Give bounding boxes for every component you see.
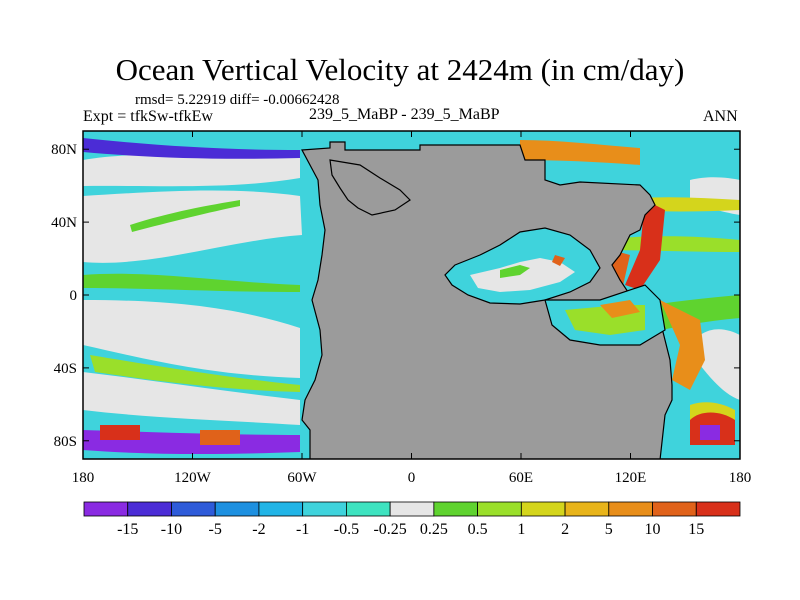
colorbar-swatch [127,501,172,517]
experiment-label: Expt = tfkSw-tfkEw [83,108,213,125]
colorbar-label: -1 [296,521,309,538]
case-label: 239_5_MaBP - 239_5_MaBP [309,106,500,123]
colorbar-swatch [214,501,260,517]
colorbar-label: -15 [117,521,138,538]
lon-tick-label: 120W [174,470,212,486]
colorbar-label: -10 [161,521,182,538]
plot-title: Ocean Vertical Velocity at 2424m (in cm/… [115,52,685,87]
lon-tick-label: 0 [408,470,416,486]
colorbar-label: 2 [561,521,569,538]
lat-tick-label: 80N [51,142,77,158]
colorbar-swatch [258,501,304,517]
colorbar-swatch [302,501,347,517]
southeast-ocean [544,284,666,346]
latitude-axis: 80N 40N 0 40S 80S [51,142,740,450]
colorbar-swatch [433,501,479,517]
colorbar-label: -0.5 [334,521,359,538]
lat-tick-label: 40N [51,215,77,231]
northern-landmass [329,159,411,216]
colorbar-label: -2 [252,521,265,538]
colorbar-swatch [345,501,391,517]
map-panel [83,131,740,459]
lon-tick-label: 180 [729,470,752,486]
colorbar-label: 1 [517,521,525,538]
colorbar-label: 0.5 [468,521,488,538]
colorbar-label: 5 [605,521,613,538]
colorbar-label: -0.25 [373,521,406,538]
season-label: ANN [703,108,738,125]
lon-tick-label: 180 [72,470,95,486]
colorbar-label: 0.25 [420,521,448,538]
longitude-axis: 180 120W 60W 0 60E 120E 180 [72,131,752,486]
lat-tick-label: 80S [54,434,77,450]
colorbar-swatch [389,501,435,517]
colorbar-swatch [171,501,216,517]
colorbar-label: 10 [645,521,661,538]
stats-label: rmsd= 5.22919 diff= -0.00662428 [135,92,340,108]
inland-basin [444,227,601,305]
colorbar-label: 15 [688,521,704,538]
colorbar-swatch [695,501,741,517]
colorbar-swatch [520,501,566,517]
lat-tick-label: 40S [54,361,77,377]
colorbar-swatch [477,501,522,517]
colorbar-swatch [608,501,653,517]
lat-tick-label: 0 [70,288,78,304]
lon-tick-label: 120E [615,470,647,486]
colorbar: -15 -10 -5 -2 -1 -0.5 -0.25 0.25 0.5 1 2 5 10 15 [83,501,741,538]
colorbar-swatch [652,501,697,517]
lon-tick-label: 60W [287,470,317,486]
colorbar-swatch [564,501,610,517]
lon-tick-label: 60E [509,470,533,486]
colorbar-label: -5 [209,521,222,538]
strong-regions [83,138,735,455]
colorbar-swatch [83,501,129,517]
